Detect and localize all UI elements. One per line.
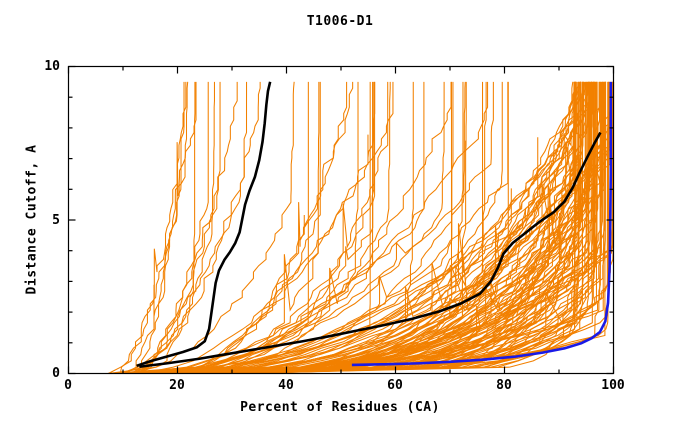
prediction-curve (131, 81, 261, 374)
y-tick-label-5: 5 (52, 213, 60, 228)
prediction-curve (177, 81, 614, 375)
prediction-curve (218, 81, 586, 375)
prediction-curve (118, 81, 248, 375)
prediction-curve (246, 81, 606, 375)
prediction-curve (229, 81, 593, 375)
prediction-curve (108, 81, 295, 375)
prediction-curve (157, 81, 574, 375)
prediction-curve (153, 81, 376, 375)
prediction-curve (139, 81, 238, 374)
prediction-curve (154, 81, 603, 375)
prediction-curve (130, 81, 196, 375)
x-tick-label-0: 0 (64, 378, 72, 393)
prediction-curve (229, 81, 581, 375)
prediction-curve (120, 81, 221, 374)
blue-reference-curve-layer (351, 81, 613, 367)
prediction-curve (132, 81, 467, 375)
prediction-curve (159, 81, 494, 375)
prediction-curve (235, 81, 604, 375)
prediction-curve (218, 81, 582, 375)
prediction-curve (141, 81, 394, 375)
black-reference-curves-layer (136, 81, 602, 369)
prediction-curve (124, 81, 189, 374)
prediction-curve (139, 81, 613, 375)
reference-curve-black-reference-gradual (139, 131, 602, 369)
prediction-curve (126, 81, 414, 375)
prediction-curve (237, 81, 593, 375)
prediction-curve (218, 81, 603, 375)
prediction-curve (118, 81, 391, 375)
x-axis-label: Percent of Residues (CA) (240, 400, 440, 415)
prediction-curve (236, 81, 598, 375)
prediction-curve (132, 81, 309, 375)
prediction-curve (107, 81, 445, 375)
prediction-curve (136, 81, 484, 375)
reference-curve-black-reference-steep (136, 81, 272, 368)
prediction-curve (145, 81, 321, 375)
prediction-curve (161, 81, 595, 375)
y-tick-label-0: 0 (52, 366, 60, 381)
prediction-curve (119, 81, 197, 374)
prediction-curve (200, 81, 604, 375)
prediction-curve (132, 81, 209, 374)
prediction-curve (122, 81, 601, 375)
x-tick-label-20: 20 (169, 378, 185, 393)
prediction-curve (153, 81, 589, 375)
x-tick-label-80: 80 (496, 378, 512, 393)
prediction-curve (162, 81, 487, 375)
chart-title: T1006-D1 (306, 14, 374, 29)
reference-curve-blue-reference (351, 81, 613, 367)
prediction-curve (233, 81, 589, 375)
prediction-curve (240, 81, 601, 375)
prediction-curve (130, 81, 320, 375)
axes-frame-layer (67, 65, 615, 375)
prediction-curve (154, 81, 615, 375)
prediction-curve (134, 81, 215, 374)
prediction-curve (117, 81, 466, 375)
prediction-curve (204, 81, 595, 375)
x-tick-label-40: 40 (278, 378, 294, 393)
prediction-curve (133, 81, 452, 375)
x-tick-label-100: 100 (601, 378, 625, 393)
prediction-curve (183, 81, 575, 375)
prediction-curve (156, 81, 489, 375)
y-tick-label-10: 10 (44, 59, 60, 74)
prediction-curve (144, 81, 591, 375)
prediction-curve (182, 81, 588, 375)
prediction-curve (191, 81, 609, 375)
prediction-curve (228, 81, 593, 375)
prediction-curve (149, 81, 389, 375)
prediction-curve (174, 81, 615, 375)
prediction-curve (154, 81, 348, 375)
prediction-curve (108, 81, 187, 374)
x-tick-label-60: 60 (387, 378, 403, 393)
prediction-curve (145, 81, 359, 375)
prediction-curve (131, 81, 185, 374)
prediction-curve (150, 81, 596, 375)
